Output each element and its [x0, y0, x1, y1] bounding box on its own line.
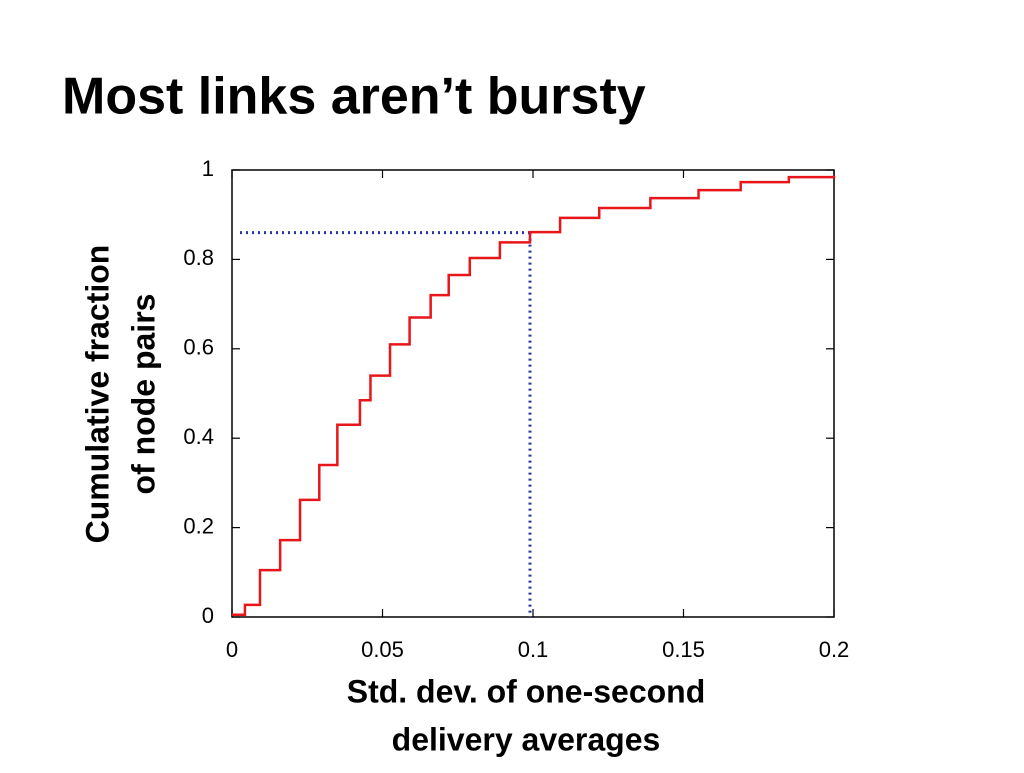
y-axis-label-group: Cumulative fraction of node pairs: [79, 245, 161, 544]
plot-frame: [231, 169, 835, 618]
x-tick-label: 0: [226, 637, 238, 662]
cdf-line: [232, 175, 836, 617]
x-axis-label: Std. dev. of one-second: [347, 673, 706, 709]
y-tick-label: 0: [202, 603, 214, 628]
y-tick-label: 0.8: [183, 245, 214, 270]
y-tick-label: 0.2: [183, 513, 214, 538]
x-tick-label: 0.2: [819, 637, 850, 662]
y-axis-label: Cumulative fraction: [79, 245, 115, 544]
x-tick-label: 0.15: [662, 637, 705, 662]
x-tick-label: 0.1: [518, 637, 549, 662]
y-tick-label: 1: [202, 156, 214, 181]
x-tick-label: 0.05: [361, 637, 404, 662]
x-axis-label: delivery averages: [392, 721, 661, 757]
y-tick-label: 0.6: [183, 335, 214, 360]
slide-title: Most links aren’t bursty: [62, 68, 646, 126]
y-axis-label: of node pairs: [125, 294, 161, 495]
y-tick-label: 0.4: [183, 424, 214, 449]
